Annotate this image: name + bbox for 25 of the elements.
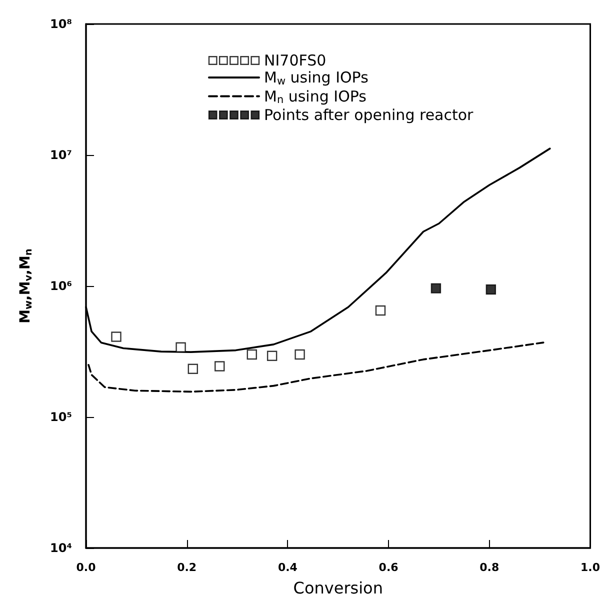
y-tick-label: 10⁴ [50,541,72,555]
x-tick-label: 0.8 [480,561,500,574]
point [294,349,305,360]
x-tick-label: 0.2 [177,561,197,574]
x-tick-label: 1.0 [580,561,600,574]
point [176,342,186,352]
point [430,283,442,294]
legend-label: NI70FS0 [264,52,326,70]
y-tick-label: 10⁷ [50,148,72,162]
y-axis-title: Mw,Mv,Mn [18,248,34,324]
point [375,305,386,316]
legend-label: Points after opening reactor [264,106,474,124]
x-tick-label: 0.4 [278,561,298,574]
y-tick-label: 10⁸ [50,17,72,31]
y-tick-label: 10⁶ [50,279,72,293]
point [246,349,257,360]
point [214,361,225,372]
point [111,332,122,342]
point [188,364,198,374]
point [486,284,496,295]
y-tick-label: 10⁵ [50,410,72,424]
x-tick-label: 0.6 [378,561,399,574]
x-tick-label: 0.0 [76,561,96,574]
point [266,350,278,361]
x-axis-title: Conversion [293,578,383,598]
